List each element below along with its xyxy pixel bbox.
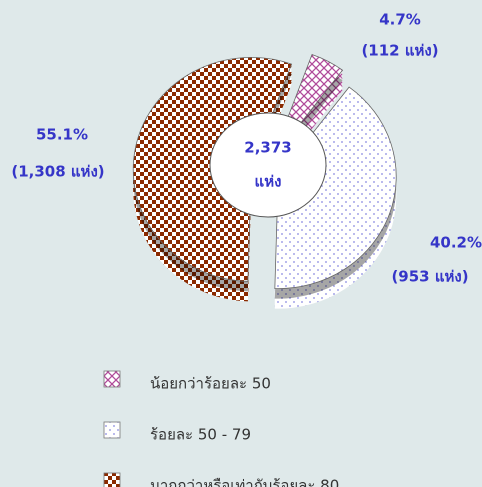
legend-label: น้อยกว่าร้อยละ 50: [150, 375, 271, 393]
count-label: (112 แห่ง): [361, 42, 438, 60]
center-total: 2,373: [244, 139, 291, 157]
value-label: 55.1%: [36, 126, 88, 144]
count-label: (1,308 แห่ง): [11, 163, 104, 181]
value-label: 4.7%: [379, 11, 421, 29]
legend-swatch: [103, 472, 121, 487]
legend-label: ร้อยละ 50 - 79: [150, 426, 251, 444]
center-unit: แห่ง: [255, 173, 282, 191]
center-disc: [209, 112, 327, 218]
legend-label: มากกว่าหรือเท่ากับร้อยละ 80: [150, 477, 339, 487]
count-label: (953 แห่ง): [391, 268, 468, 286]
legend-swatch: [103, 421, 121, 439]
legend-swatch: [103, 370, 121, 388]
value-label: 40.2%: [430, 234, 482, 252]
slice: [274, 86, 397, 289]
